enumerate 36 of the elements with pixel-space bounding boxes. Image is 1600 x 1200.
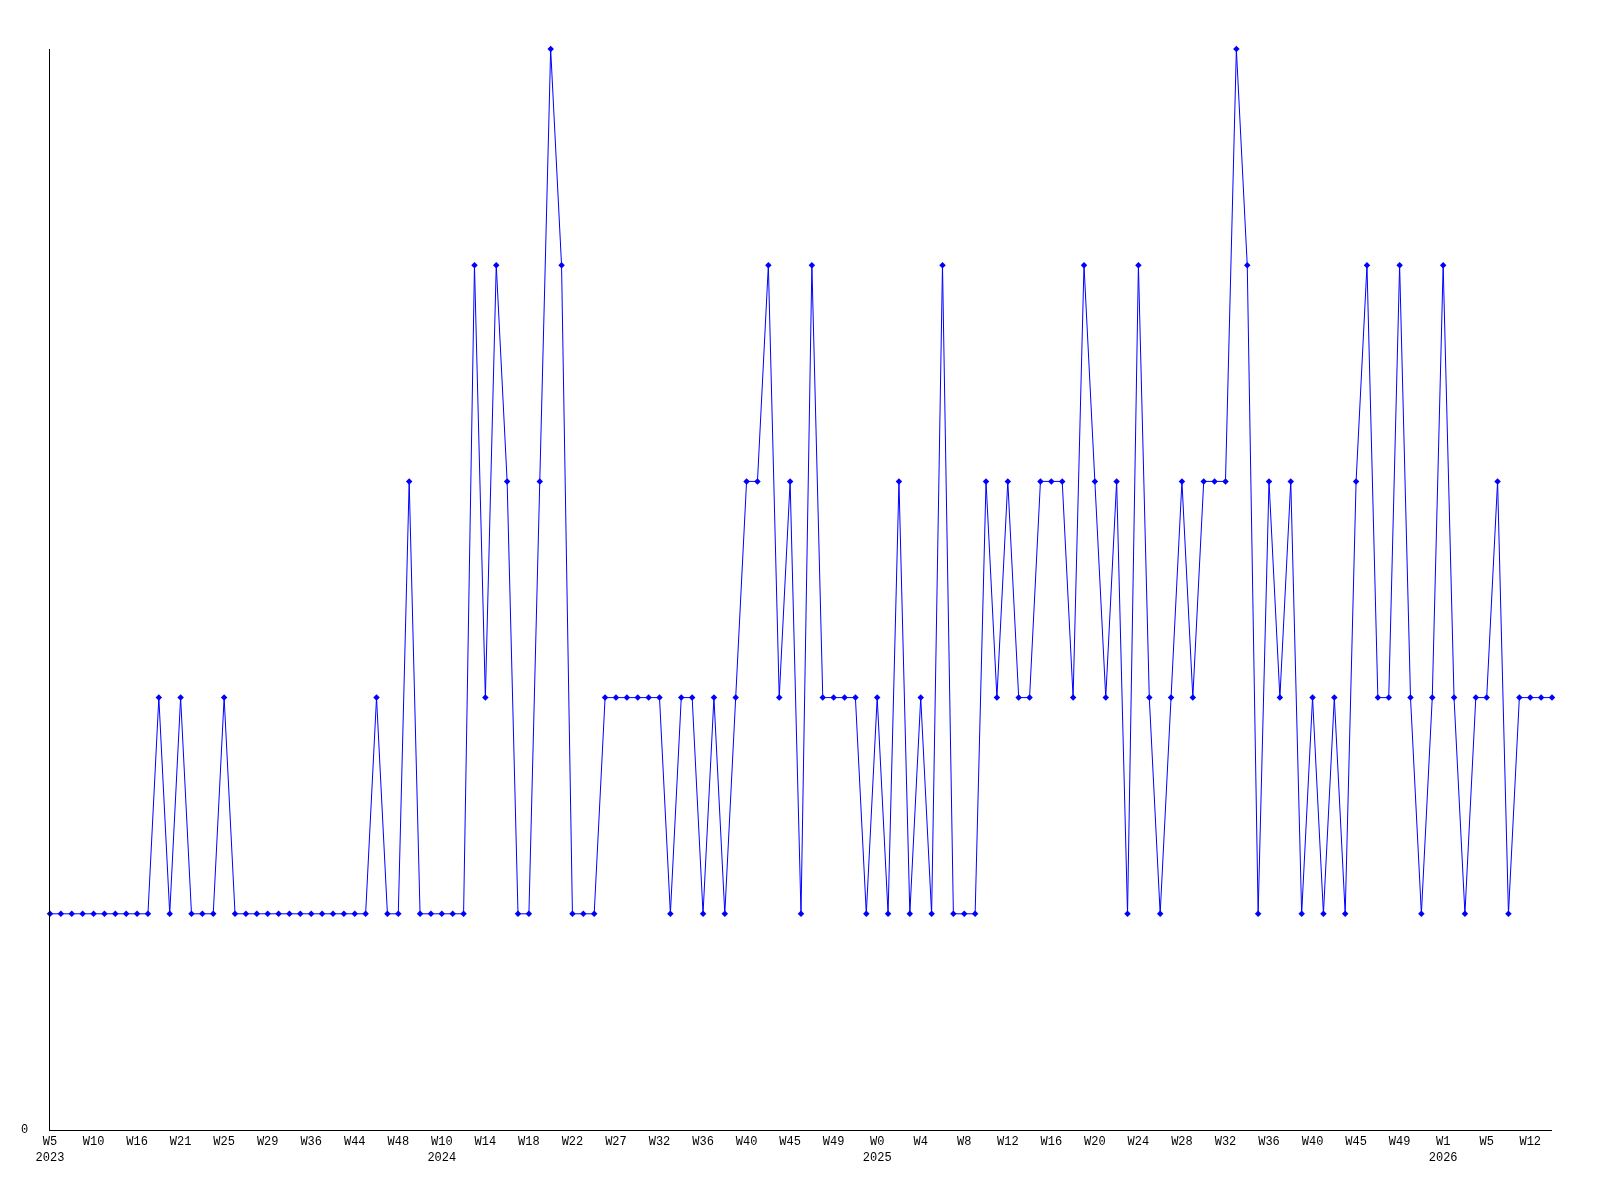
x-tick-label: W44 [343,1135,366,1150]
x-tick-label: W10 2024 [427,1135,457,1165]
x-tick-label: W21 [169,1135,192,1150]
x-tick-label: W20 [1084,1135,1106,1150]
x-tick-label: W36 [300,1135,323,1150]
x-tick-label: W49 [1388,1135,1411,1150]
x-tick-label: W22 [561,1135,584,1150]
x-tick-label: W16 [1040,1135,1063,1150]
x-tick-label: W27 [605,1135,627,1150]
x-tick-label: W5 2023 [35,1135,65,1165]
x-tick-label: W18 [518,1135,540,1150]
x-tick-label: W4 [913,1135,928,1150]
x-tick-label: W8 [957,1135,972,1150]
x-tick-label: W14 [474,1135,497,1150]
x-tick-label: W36 [692,1135,714,1150]
x-tick-label: W49 [822,1135,845,1150]
x-tick-label: W40 [1301,1135,1324,1150]
x-tick-label: W5 [1479,1135,1494,1150]
x-tick-label: W29 [256,1135,279,1150]
x-tick-label: W12 [997,1135,1019,1150]
x-tick-label: W45 [779,1135,801,1150]
x-tick-label: W0 2025 [862,1135,892,1165]
x-tick-label: W32 [648,1135,671,1150]
x-tick-label: W10 [82,1135,105,1150]
x-tick-label: W32 [1214,1135,1237,1150]
x-tick-label: W16 [126,1135,148,1150]
x-tick-label: W45 [1345,1135,1367,1150]
x-tick-label: W1 2026 [1428,1135,1458,1165]
x-tick-label: W24 [1127,1135,1150,1150]
x-tick-label: W25 [213,1135,235,1150]
x-tick-label: W28 [1171,1135,1193,1150]
x-tick-label: W40 [735,1135,758,1150]
x-tick-label: W36 [1258,1135,1280,1150]
x-tick-label: W12 [1519,1135,1542,1150]
text: 0 [21,1123,29,1137]
x-tick-label: W48 [387,1135,410,1150]
